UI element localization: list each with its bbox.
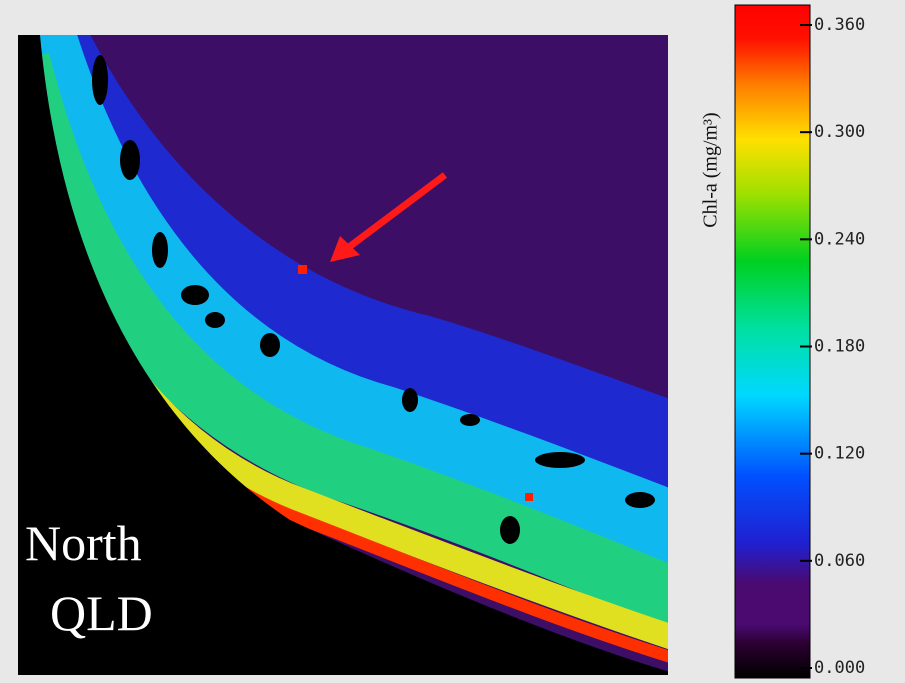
tick-label: 0.060 [814, 551, 865, 571]
tick-label: 0.000 [814, 658, 865, 678]
region-label: North [25, 515, 142, 571]
colorbar-label: Chl-a (mg/m³) [700, 112, 722, 227]
tick-label: 0.240 [814, 229, 865, 249]
tick-label: 0.180 [814, 337, 865, 357]
tick-label: 0.300 [814, 122, 865, 142]
colorbar [735, 5, 810, 678]
tick-label: 0.360 [814, 15, 865, 35]
tick-label: 0.120 [814, 444, 865, 464]
chlorophyll-map [0, 35, 680, 675]
screen: North QLD Chl-a (mg/m³) 0.000 0.060 0.120 0… [0, 0, 905, 683]
region-label: QLD [50, 585, 153, 641]
